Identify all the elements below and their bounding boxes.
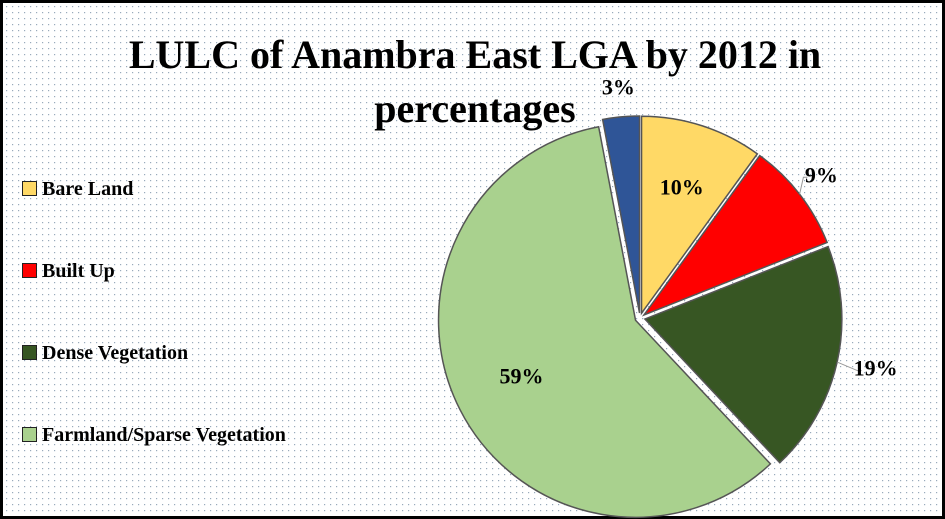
legend-item: Farmland/Sparse Vegetation [22, 422, 292, 504]
pie: 10% 9% 19% 59% 3% [437, 74, 898, 519]
legend-swatch [22, 181, 37, 196]
pie-slice [643, 245, 843, 464]
legend: Bare Land Built Up Dense Vegetation Farmlan… [22, 176, 292, 504]
legend-swatch [22, 345, 37, 360]
legend-item: Built Up [22, 258, 292, 340]
pie-slice [640, 115, 759, 316]
data-label: 9% [805, 162, 838, 187]
legend-label: Farmland/Sparse Vegetation [42, 424, 286, 446]
leader-line [836, 361, 862, 372]
chart-title: LULC of Anambra East LGA by 2012 in perc… [128, 32, 822, 131]
data-label: 10% [660, 175, 704, 200]
legend-label: Built Up [42, 260, 115, 282]
leader-line [799, 176, 808, 195]
data-label: 19% [854, 356, 898, 381]
legend-label: Bare Land [42, 178, 134, 200]
legend-item: Bare Land [22, 176, 292, 258]
pie-slice [437, 125, 772, 519]
legend-swatch [22, 427, 37, 442]
legend-label: Dense Vegetation [42, 342, 189, 364]
pie-slice [601, 115, 641, 314]
data-label: 3% [602, 74, 635, 99]
data-label: 59% [499, 363, 543, 388]
legend-item: Dense Vegetation [22, 340, 292, 422]
legend-swatch [22, 263, 37, 278]
